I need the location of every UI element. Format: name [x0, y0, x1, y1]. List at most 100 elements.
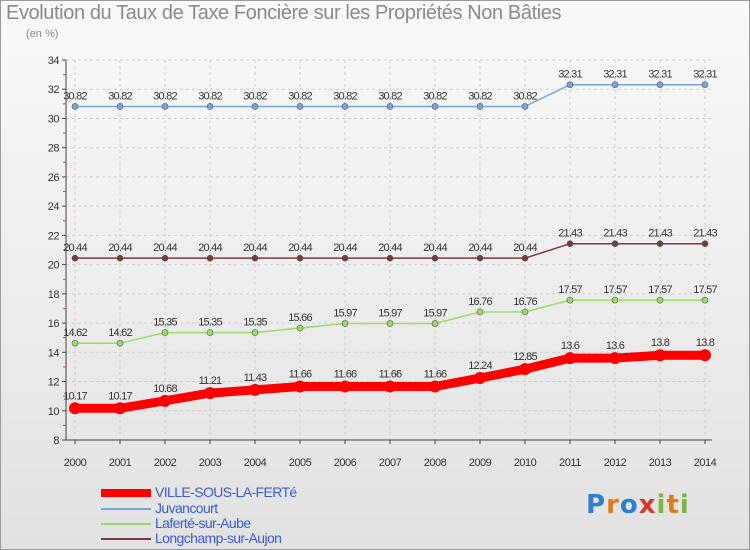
legend-label: Juvancourt [155, 500, 218, 516]
data-label: 30.82 [153, 90, 177, 102]
data-point [431, 103, 439, 110]
data-point [431, 254, 439, 262]
y-tick-label: 30 [48, 113, 60, 125]
data-label: 11.43 [244, 372, 267, 384]
data-point [701, 81, 709, 88]
data-label: 10.17 [63, 390, 87, 402]
data-label: 30.82 [333, 90, 357, 102]
data-label: 21.43 [603, 228, 627, 240]
y-tick-label: 20 [48, 260, 60, 272]
data-point [701, 240, 709, 248]
data-label: 15.35 [153, 317, 177, 329]
x-tick-label: 2010 [514, 457, 537, 469]
data-label: 16.76 [468, 296, 492, 308]
data-point [386, 254, 394, 262]
y-tick-label: 8 [53, 435, 59, 447]
data-point [71, 339, 79, 347]
data-label: 20.44 [513, 242, 537, 254]
data-label: 30.82 [378, 90, 402, 102]
data-label: 32.31 [558, 69, 582, 81]
data-label: 30.82 [513, 90, 537, 102]
data-point [611, 240, 619, 248]
data-point [206, 254, 214, 262]
data-point [384, 380, 396, 393]
data-point [249, 383, 261, 396]
data-point [701, 296, 709, 304]
data-label: 11.21 [199, 375, 222, 387]
data-point [476, 103, 484, 110]
data-point [521, 254, 529, 262]
data-point [161, 103, 169, 110]
x-tick-label: 2004 [244, 457, 267, 469]
data-point [294, 380, 306, 393]
x-tick-label: 2009 [469, 457, 492, 469]
data-point [206, 329, 214, 336]
x-tick-label: 2007 [379, 457, 402, 469]
data-label: 21.43 [558, 228, 582, 240]
data-label: 10.68 [153, 383, 177, 395]
x-tick-label: 2013 [649, 457, 672, 469]
data-label: 20.44 [423, 242, 447, 254]
data-label: 11.66 [289, 369, 312, 381]
y-tick-label: 22 [48, 230, 60, 242]
data-label: 13.6 [606, 340, 625, 352]
data-point [476, 308, 484, 316]
data-label: 17.57 [648, 284, 672, 296]
y-tick-label: 16 [48, 318, 60, 330]
data-label: 15.97 [333, 308, 357, 320]
chart-title: Evolution du Taux de Taxe Foncière sur l… [6, 2, 562, 24]
legend [101, 489, 151, 540]
logo-letter: t [666, 490, 680, 520]
data-point [116, 339, 124, 347]
data-label: 11.66 [334, 369, 357, 381]
data-label: 30.82 [243, 90, 267, 102]
data-label: 30.82 [423, 90, 447, 102]
data-point [521, 103, 529, 110]
data-point [386, 320, 394, 327]
data-label: 15.35 [243, 317, 267, 329]
data-label: 12.24 [468, 360, 492, 372]
data-label: 11.66 [424, 369, 447, 381]
data-label: 21.43 [648, 228, 672, 240]
y-tick-label: 24 [48, 201, 60, 213]
data-label: 20.44 [63, 242, 87, 254]
data-point [71, 103, 79, 110]
data-label: 30.82 [288, 90, 312, 102]
data-point [296, 254, 304, 262]
data-label: 14.62 [108, 327, 132, 339]
x-tick-label: 2003 [199, 457, 222, 469]
y-tick-label: 18 [48, 289, 60, 301]
legend-label: Laferté-sur-Aube [155, 515, 251, 531]
data-label: 10.17 [108, 390, 132, 402]
data-point [386, 103, 394, 110]
data-point [699, 349, 711, 362]
data-labels: 30.82 30.82 30.82 30.82 30.82 30.82 30.82 30.82… [63, 69, 718, 403]
data-point [161, 329, 169, 336]
data-label: 14.62 [63, 327, 87, 339]
data-point [521, 308, 529, 316]
data-point [611, 296, 619, 304]
logo-letter: r [606, 490, 620, 520]
data-label: 17.57 [603, 284, 627, 296]
data-label: 20.44 [378, 242, 402, 254]
data-point [339, 380, 351, 393]
data-point [69, 402, 81, 415]
legend-label: Longchamp-sur-Aujon [155, 530, 282, 546]
series-points [69, 81, 711, 415]
x-tick-label: 2000 [64, 457, 87, 469]
y-tick-label: 34 [48, 55, 60, 67]
data-point [206, 103, 214, 110]
data-label: 11.66 [379, 369, 402, 381]
data-label: 30.82 [63, 90, 87, 102]
data-label: 30.82 [108, 90, 132, 102]
data-label: 17.57 [558, 284, 582, 296]
data-label: 17.57 [693, 284, 717, 296]
data-label: 20.44 [153, 242, 177, 254]
data-point [431, 320, 439, 327]
data-point [656, 296, 664, 304]
x-tick-label: 2012 [604, 457, 627, 469]
x-tick-label: 2011 [559, 457, 581, 469]
logo-letter: i [656, 490, 667, 520]
data-point [116, 103, 124, 110]
